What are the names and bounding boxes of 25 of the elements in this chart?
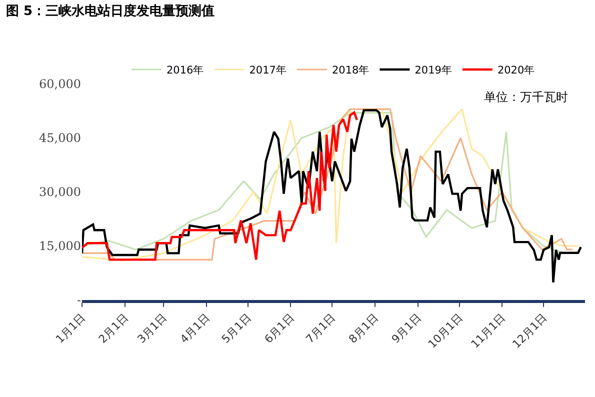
legend-label: 2020年 [497, 64, 536, 77]
x-tick-label: 10月1日 [426, 311, 466, 351]
x-tick-label: 9月1日 [389, 311, 424, 346]
x-tick-label: 1月1日 [53, 311, 88, 346]
x-tick-label: 11月1日 [468, 311, 508, 351]
line-series [82, 111, 358, 261]
annotation: 单位：万千瓦时 [484, 90, 568, 104]
y-tick-label: - [76, 293, 81, 308]
chart-title: 图 5：三峡水电站日度发电量预测值 [6, 3, 215, 20]
legend-label: 2018年 [332, 64, 370, 77]
y-tick-label: 15,000 [39, 239, 81, 254]
legend-label: 2016年 [166, 64, 204, 77]
x-tick-label: 8月1日 [346, 311, 381, 346]
y-tick-label: 60,000 [39, 77, 81, 92]
x-tick-label: 6月1日 [262, 311, 297, 346]
x-tick-label: 4月1日 [178, 311, 212, 346]
y-tick-label: 30,000 [39, 185, 81, 200]
x-tick-label: 12月1日 [510, 311, 550, 351]
legend-label: 2019年 [414, 64, 452, 77]
x-tick-label: 5月1日 [219, 311, 254, 346]
x-tick-label: 2月1日 [96, 311, 131, 346]
x-tick-label: 7月1日 [303, 311, 338, 346]
legend-label: 2017年 [249, 64, 287, 77]
x-tick-label: 3月1日 [134, 311, 170, 346]
y-tick-label: 45,000 [39, 131, 81, 146]
